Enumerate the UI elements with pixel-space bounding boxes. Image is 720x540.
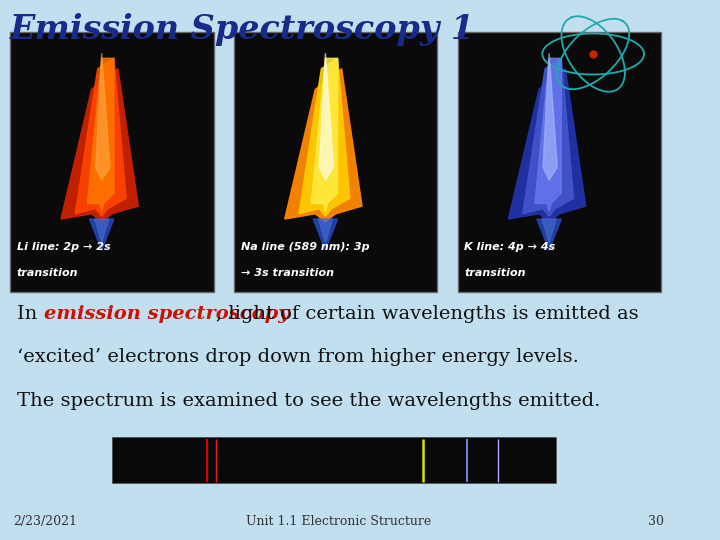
Bar xyxy=(112,472,556,474)
Polygon shape xyxy=(523,58,574,217)
Text: Unit 1.1 Electronic Structure: Unit 1.1 Electronic Structure xyxy=(246,515,431,528)
Bar xyxy=(112,440,556,442)
Text: ‘excited’ electrons drop down from higher energy levels.: ‘excited’ electrons drop down from highe… xyxy=(17,348,579,366)
Bar xyxy=(112,437,556,440)
Bar xyxy=(112,465,556,467)
Polygon shape xyxy=(313,219,338,250)
Polygon shape xyxy=(311,58,338,211)
Polygon shape xyxy=(508,69,586,221)
Bar xyxy=(112,454,556,456)
Bar xyxy=(112,447,556,449)
Bar xyxy=(112,442,556,444)
Bar xyxy=(112,437,556,483)
Polygon shape xyxy=(76,58,126,217)
Polygon shape xyxy=(319,53,333,180)
Polygon shape xyxy=(535,58,562,211)
Bar xyxy=(112,476,556,479)
Bar xyxy=(112,478,556,481)
Bar xyxy=(112,467,556,469)
Polygon shape xyxy=(61,69,138,221)
Text: emission spectroscopy: emission spectroscopy xyxy=(44,305,289,323)
Text: Li line: 2p → 2s: Li line: 2p → 2s xyxy=(17,242,111,253)
Bar xyxy=(234,32,437,292)
Bar xyxy=(112,444,556,447)
Polygon shape xyxy=(318,219,333,242)
Polygon shape xyxy=(299,58,350,217)
Text: 30: 30 xyxy=(649,515,665,528)
Bar xyxy=(112,451,556,454)
Polygon shape xyxy=(94,219,109,242)
Polygon shape xyxy=(543,53,557,180)
Polygon shape xyxy=(96,53,110,180)
Text: , light of certain wavelengths is emitted as: , light of certain wavelengths is emitte… xyxy=(215,305,638,323)
Bar xyxy=(112,460,556,463)
Polygon shape xyxy=(89,219,114,250)
Text: transition: transition xyxy=(17,268,78,278)
Text: Na line (589 nm): 3p: Na line (589 nm): 3p xyxy=(240,242,369,253)
Text: K line: 4p → 4s: K line: 4p → 4s xyxy=(464,242,556,253)
Bar xyxy=(10,32,214,292)
Bar xyxy=(112,458,556,460)
Text: The spectrum is examined to see the wavelengths emitted.: The spectrum is examined to see the wave… xyxy=(17,392,600,409)
Polygon shape xyxy=(537,219,562,250)
Polygon shape xyxy=(284,69,362,221)
Polygon shape xyxy=(87,58,114,211)
Text: 2/23/2021: 2/23/2021 xyxy=(14,515,78,528)
Bar xyxy=(112,463,556,465)
Text: Emission Spectroscopy 1: Emission Spectroscopy 1 xyxy=(10,14,475,46)
Bar xyxy=(112,474,556,476)
Bar xyxy=(112,449,556,451)
Text: In: In xyxy=(17,305,43,323)
Bar xyxy=(112,469,556,472)
Bar xyxy=(112,481,556,483)
Bar xyxy=(458,32,661,292)
Polygon shape xyxy=(542,219,557,242)
Text: → 3s transition: → 3s transition xyxy=(240,268,333,278)
Text: transition: transition xyxy=(464,268,526,278)
Bar xyxy=(112,456,556,458)
